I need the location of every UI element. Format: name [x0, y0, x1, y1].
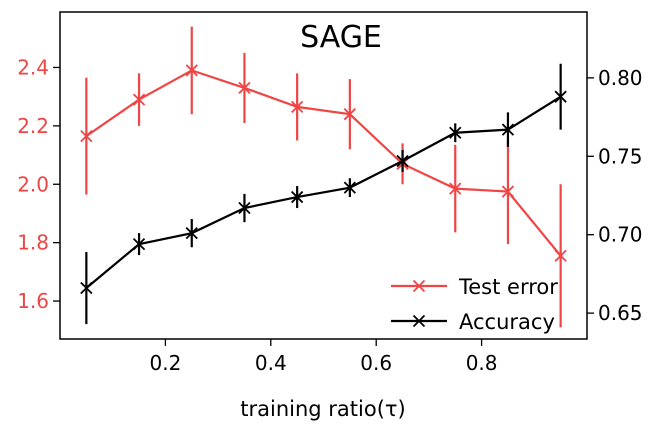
test-error-point: [449, 182, 462, 195]
test-error-line: [85, 69, 562, 257]
accuracy-line: [85, 95, 562, 289]
series-layer: [80, 26, 567, 328]
accuracy-point: [396, 154, 409, 168]
left-y-axis: 1.6 1.8 2.0 2.2 2.4: [17, 55, 60, 313]
test-error-point: [80, 129, 93, 143]
legend-test-error-label: Test error: [458, 275, 558, 299]
left-y-tick-label: 2.0: [17, 172, 49, 196]
right-y-axis: 0.65 0.70 0.75 0.80: [587, 66, 643, 325]
accuracy-point: [343, 181, 356, 194]
accuracy-point: [238, 201, 251, 215]
left-y-tick-label: 1.6: [17, 289, 49, 313]
x-tick-label: 0.2: [149, 351, 181, 375]
legend: Test error Accuracy: [391, 275, 558, 334]
test-error-point: [291, 100, 304, 114]
plot-area: [59, 11, 588, 340]
test-error-point: [132, 93, 146, 106]
series-test-error: [80, 26, 567, 328]
series-accuracy: [80, 63, 567, 325]
legend-test-error-marker: [412, 279, 426, 293]
accuracy-point: [132, 237, 146, 251]
right-y-tick-label: 0.65: [598, 301, 643, 325]
accuracy-point: [501, 123, 515, 136]
test-error-point: [554, 249, 567, 262]
left-y-tick-label: 2.4: [17, 55, 49, 79]
left-y-tick-label: 2.2: [17, 114, 49, 138]
right-y-tick-label: 0.75: [598, 144, 643, 168]
right-y-tick-label: 0.80: [598, 66, 643, 90]
x-axis-label: training ratio(τ): [240, 397, 405, 421]
test-error-point: [501, 185, 515, 198]
x-tick-label: 0.4: [255, 351, 287, 375]
left-y-tick-label: 1.8: [17, 231, 49, 255]
test-error-point: [185, 64, 198, 77]
x-tick-label: 0.8: [466, 351, 498, 375]
test-error-point: [343, 108, 356, 121]
legend-accuracy-marker: [412, 314, 426, 328]
accuracy-point: [554, 90, 567, 103]
accuracy-point: [80, 281, 93, 295]
right-y-tick-label: 0.70: [598, 223, 643, 247]
accuracy-point: [291, 190, 304, 204]
accuracy-point: [449, 126, 462, 139]
x-tick-label: 0.6: [360, 351, 392, 375]
x-axis: 0.2 0.4 0.6 0.8: [149, 339, 498, 375]
test-error-point: [238, 81, 251, 95]
accuracy-point: [185, 227, 198, 240]
chart-title: SAGE: [300, 20, 382, 55]
legend-accuracy-label: Accuracy: [459, 310, 555, 334]
